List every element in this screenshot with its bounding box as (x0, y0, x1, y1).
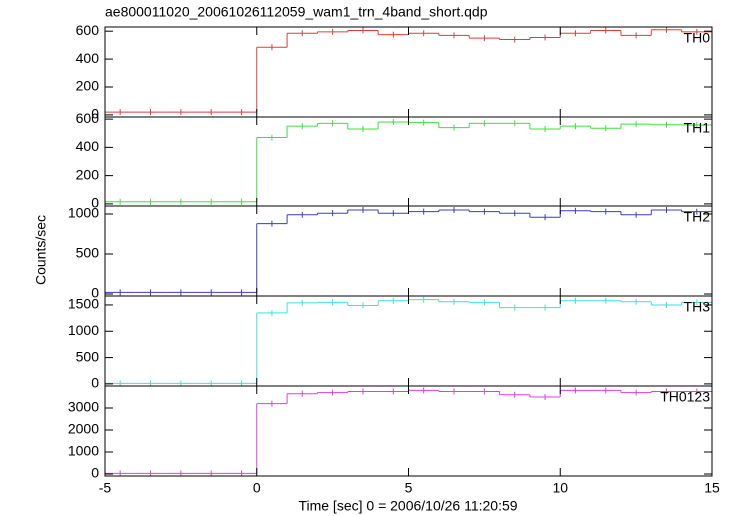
x-tick-label: 15 (704, 480, 720, 496)
y-tick-label: 0 (91, 285, 99, 301)
panel-frame (104, 26, 713, 118)
y-tick-label: 1000 (68, 322, 99, 338)
panel-frame (104, 295, 713, 387)
panel-frame (104, 385, 713, 477)
y-tick-label: 600 (76, 110, 100, 126)
y-tick-label: 200 (76, 78, 100, 94)
y-tick-label: 2000 (68, 421, 99, 437)
panel-label: TH0123 (660, 389, 710, 405)
y-tick-label: 0 (91, 106, 99, 122)
y-tick-label: 0 (91, 195, 99, 211)
panel-frame (104, 116, 713, 207)
x-axis-label: Time [sec] 0 = 2006/10/26 11:20:59 (298, 498, 517, 514)
x-tick-label: -5 (99, 480, 112, 496)
panel-label: TH1 (684, 120, 711, 136)
y-tick-label: 400 (76, 138, 100, 154)
y-tick-label: 1000 (68, 205, 99, 221)
x-tick-label: 5 (405, 480, 413, 496)
x-tick-label: 0 (253, 480, 261, 496)
y-tick-label: 400 (76, 50, 100, 66)
y-axis-label: Counts/sec (33, 215, 49, 285)
x-tick-label: 10 (552, 480, 568, 496)
y-tick-label: 500 (76, 245, 100, 261)
panel-label: TH3 (684, 299, 711, 315)
y-tick-label: 500 (76, 348, 100, 364)
panel-frame (104, 205, 713, 297)
panel-label: TH0 (684, 30, 711, 46)
y-tick-label: 3000 (68, 399, 99, 415)
y-tick-label: 600 (76, 22, 100, 38)
y-tick-label: 0 (91, 465, 99, 481)
y-tick-label: 1500 (68, 296, 99, 312)
y-tick-label: 1000 (68, 443, 99, 459)
chart-title: ae800011020_20061026112059_wam1_trn_4ban… (105, 4, 488, 20)
y-tick-label: 0 (91, 375, 99, 391)
panel-label: TH2 (684, 209, 711, 225)
y-tick-label: 200 (76, 166, 100, 182)
